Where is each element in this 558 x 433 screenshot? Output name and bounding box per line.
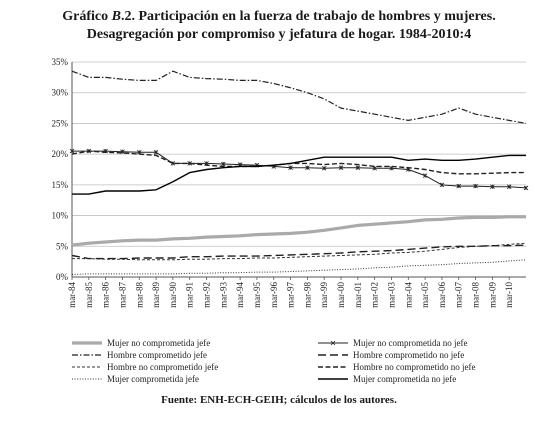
x-tick-label: mar-06 [437,282,447,308]
y-tick-label: 20% [52,149,69,159]
series-line [72,150,527,189]
series-line [71,215,526,247]
x-tick-label: mar-93 [218,282,228,308]
x-tick-label: mar-02 [370,282,380,308]
series-line [72,154,526,195]
title-number: B [111,9,121,24]
y-tick-label: 35% [52,57,69,67]
series-point [321,165,327,171]
x-tick-label: mar-90 [168,282,178,308]
legend-item: Hombre no comprometido jefe [72,362,218,372]
series-line [71,259,527,275]
x-tick-label: mar-89 [151,282,161,308]
series-point [288,165,293,170]
legend-label: Mujer no comprometida no jefe [353,338,467,348]
series-point [523,185,529,191]
x-tick-label: mar-00 [336,282,346,308]
legend-item: Mujer no comprometida no jefe [318,338,467,348]
series-point [422,173,428,178]
legend-label: Mujer no comprometida jefe [107,338,210,348]
x-tick-label: mar-86 [101,282,111,308]
x-tick-label: mar-04 [403,282,413,308]
legend-item: Hombre no comprometido no jefe [318,362,475,372]
x-tick-label: mar-88 [134,282,144,308]
x-tick-label: mar-99 [319,282,329,308]
series-line [71,150,526,175]
series-point [473,183,478,189]
legend-label: Mujer comprometida no jefe [353,374,456,384]
x-tick-label: mar-98 [302,282,312,308]
series-point [506,184,512,189]
x-tick-label: mar-01 [353,282,363,308]
y-tick-label: 0% [56,272,69,282]
gridlines [72,61,526,278]
legend-label: Hombre no comprometido jefe [107,362,218,372]
series-point [338,165,344,170]
y-tick-label: 15% [52,180,69,190]
series-point [69,148,75,154]
legend: Mujer no comprometida jefe Mujer no compr… [72,338,475,384]
series-point [439,182,445,188]
x-tick-label: mar-95 [252,282,262,308]
legend-item: Mujer comprometida jefe [72,374,199,384]
series-lines [69,70,529,275]
series-point [490,184,495,189]
chart-title-line1: Gráfico B.2. Participación en la fuerza … [0,8,558,25]
title-prefix: Gráfico [62,9,112,24]
y-tick-label: 25% [52,118,69,128]
series-line [72,242,527,261]
legend-item: Hombre comprometido jefe [72,350,207,360]
x-tick-label: mar-08 [471,282,481,308]
x-tick-label: mar-87 [117,282,127,308]
series-point [153,150,159,155]
legend-label: Hombre comprometido jefe [107,350,207,360]
x-tick-label: mar-85 [84,282,94,308]
x-tick-label: mar-07 [454,282,464,308]
series-point [456,183,462,189]
y-tick-label: 30% [52,88,69,98]
legend-item: Hombre comprometido no jefe [318,350,464,360]
series-point [355,165,361,170]
y-tick-label: 10% [52,211,69,221]
legend-item: Mujer comprometida no jefe [318,374,456,384]
x-tick-label: mar-97 [286,282,296,308]
series-point [187,161,192,166]
legend-label: Hombre comprometido no jefe [353,350,464,360]
legend-item: Mujer no comprometida jefe [72,338,210,348]
series-point [305,165,310,170]
x-tick-label: mar-94 [235,282,245,308]
axes: 0% 5% 10% 15% 20% 25% 30% 35% mar-84 mar-85 mar-86… [52,57,526,308]
x-tick-label: mar-05 [420,282,430,308]
x-tick-label: mar-84 [67,282,77,308]
source-note: Fuente: ENH-ECH-GEIH; cálculos de los au… [161,394,397,406]
chart-title-line2: Desagregación por compromiso y jefatura … [86,27,472,42]
series-line [71,70,527,124]
series-line [71,244,527,260]
y-tick-label: 5% [56,241,69,251]
x-tick-label: mar-92 [202,282,212,308]
x-tick-label: mar-09 [487,282,497,308]
x-tick-label: mar-03 [386,282,396,308]
x-tick-label: mar-91 [185,282,195,308]
legend-label: Mujer comprometida jefe [107,374,199,384]
x-tick-label: mar-96 [269,282,279,308]
title-rest: .2. Participación en la fuerza de trabaj… [121,9,496,24]
legend-label: Hombre no comprometido no jefe [353,362,475,372]
series-point [221,161,226,167]
x-tick-label: mar-10 [504,282,514,308]
